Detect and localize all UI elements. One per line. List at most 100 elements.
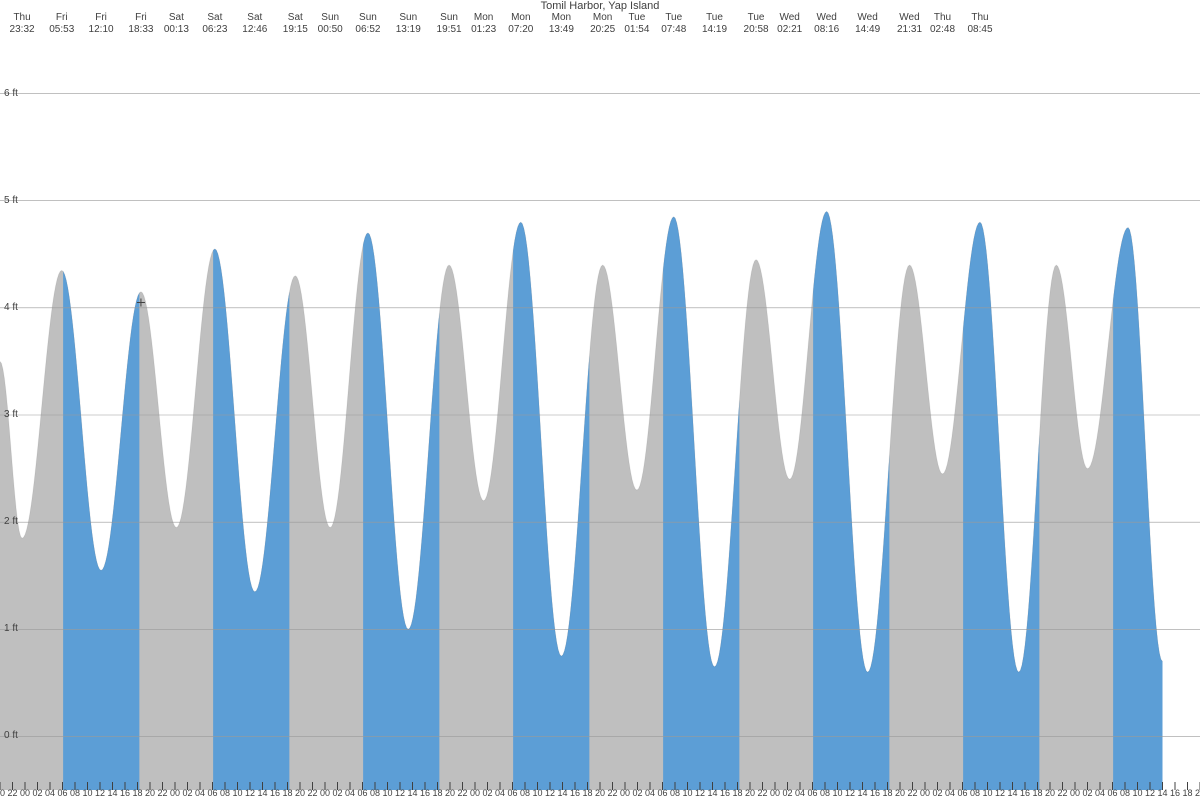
chart-title: Tomil Harbor, Yap Island (0, 0, 1200, 12)
x-tick-label: 22 (1057, 788, 1067, 798)
x-tick-label: 18 (132, 788, 142, 798)
x-tick-label: 20 (745, 788, 755, 798)
x-tick-label: 22 (457, 788, 467, 798)
x-tick-label: 10 (82, 788, 92, 798)
y-tick-label: 4 ft (4, 302, 18, 313)
x-tick-label: 14 (557, 788, 567, 798)
extrema-label: Wed14:49 (848, 12, 888, 36)
x-tick-label: 16 (870, 788, 880, 798)
x-tick-label: 20 (295, 788, 305, 798)
x-tick-label: 00 (470, 788, 480, 798)
x-tick-label: 22 (7, 788, 17, 798)
x-tick-label: 02 (782, 788, 792, 798)
x-tick-label: 04 (1095, 788, 1105, 798)
x-tick-label: 20 (145, 788, 155, 798)
x-tick-label: 00 (170, 788, 180, 798)
x-tick-label: 22 (907, 788, 917, 798)
x-tick-label: 18 (1182, 788, 1192, 798)
x-tick-label: 08 (820, 788, 830, 798)
x-tick-label: 14 (1007, 788, 1017, 798)
x-tick-label: 02 (482, 788, 492, 798)
x-tick-label: 00 (1070, 788, 1080, 798)
extrema-label: Thu02:48 (923, 12, 963, 36)
extrema-label: Fri12:10 (81, 12, 121, 36)
x-tick-label: 18 (432, 788, 442, 798)
x-tick-label: 12 (845, 788, 855, 798)
tide-chart: Tomil Harbor, Yap Island Thu23:32Fri05:5… (0, 0, 1200, 800)
y-tick-label: 6 ft (4, 88, 18, 99)
x-tick-label: 14 (257, 788, 267, 798)
x-tick-label: 02 (332, 788, 342, 798)
extrema-label: Tue01:54 (617, 12, 657, 36)
x-tick-label: 22 (307, 788, 317, 798)
x-tick-label: 16 (1020, 788, 1030, 798)
x-tick-label: 10 (532, 788, 542, 798)
x-tick-label: 22 (157, 788, 167, 798)
x-tick-label: 08 (70, 788, 80, 798)
extrema-label: Mon07:20 (501, 12, 541, 36)
x-tick-label: 04 (945, 788, 955, 798)
x-tick-label: 06 (807, 788, 817, 798)
x-tick-label: 02 (32, 788, 42, 798)
x-tick-label: 08 (370, 788, 380, 798)
y-tick-label: 0 ft (4, 730, 18, 741)
extrema-label: Sun13:19 (388, 12, 428, 36)
x-tick-label: 12 (1145, 788, 1155, 798)
x-tick-label: 06 (957, 788, 967, 798)
x-tick-label: 10 (982, 788, 992, 798)
x-tick-label: 06 (357, 788, 367, 798)
x-tick-label: 00 (620, 788, 630, 798)
x-tick-label: 00 (770, 788, 780, 798)
x-tick-label: 18 (582, 788, 592, 798)
x-tick-label: 14 (857, 788, 867, 798)
x-tick-label: 20 (1045, 788, 1055, 798)
x-tick-label: 14 (407, 788, 417, 798)
x-tick-label: 12 (995, 788, 1005, 798)
x-tick-label: 02 (632, 788, 642, 798)
extrema-label: Sun00:50 (310, 12, 350, 36)
x-tick-label: 10 (1132, 788, 1142, 798)
x-tick-label: 00 (920, 788, 930, 798)
x-tick-label: 18 (882, 788, 892, 798)
extrema-labels: Thu23:32Fri05:53Fri12:10Fri18:33Sat00:13… (0, 12, 1200, 36)
x-tick-label: 06 (207, 788, 217, 798)
x-tick-label: 06 (507, 788, 517, 798)
x-tick-label: 12 (95, 788, 105, 798)
extrema-label: Wed08:16 (807, 12, 847, 36)
x-tick-label: 16 (420, 788, 430, 798)
x-tick-label: 16 (1170, 788, 1180, 798)
extrema-label: Mon13:49 (541, 12, 581, 36)
y-tick-label: 1 ft (4, 623, 18, 634)
x-tick-label: 16 (720, 788, 730, 798)
extrema-label: Fri05:53 (42, 12, 82, 36)
x-tick-label: 20 (895, 788, 905, 798)
x-tick-label: 04 (45, 788, 55, 798)
x-tick-label: 10 (682, 788, 692, 798)
y-tick-label: 2 ft (4, 516, 18, 527)
x-tick-label: 00 (320, 788, 330, 798)
y-tick-label: 5 ft (4, 195, 18, 206)
x-tick-label: 16 (270, 788, 280, 798)
x-tick-label: 22 (757, 788, 767, 798)
x-tick-label: 10 (232, 788, 242, 798)
x-tick-label: 20 (595, 788, 605, 798)
extrema-label: Sat06:23 (195, 12, 235, 36)
x-tick-label: 06 (1107, 788, 1117, 798)
x-tick-label: 20 (1195, 788, 1200, 798)
x-tick-label: 06 (57, 788, 67, 798)
x-tick-label: 10 (382, 788, 392, 798)
chart-canvas (0, 0, 1200, 800)
extrema-label: Tue14:19 (695, 12, 735, 36)
x-tick-label: 14 (1157, 788, 1167, 798)
extrema-label: Wed02:21 (770, 12, 810, 36)
extrema-label: Sat12:46 (235, 12, 275, 36)
x-tick-label: 18 (282, 788, 292, 798)
x-tick-label: 14 (107, 788, 117, 798)
x-tick-label: 04 (795, 788, 805, 798)
extrema-label: Thu08:45 (960, 12, 1000, 36)
extrema-label: Fri18:33 (121, 12, 161, 36)
x-tick-label: 04 (195, 788, 205, 798)
x-tick-label: 08 (520, 788, 530, 798)
x-tick-label: 08 (670, 788, 680, 798)
x-tick-label: 10 (832, 788, 842, 798)
